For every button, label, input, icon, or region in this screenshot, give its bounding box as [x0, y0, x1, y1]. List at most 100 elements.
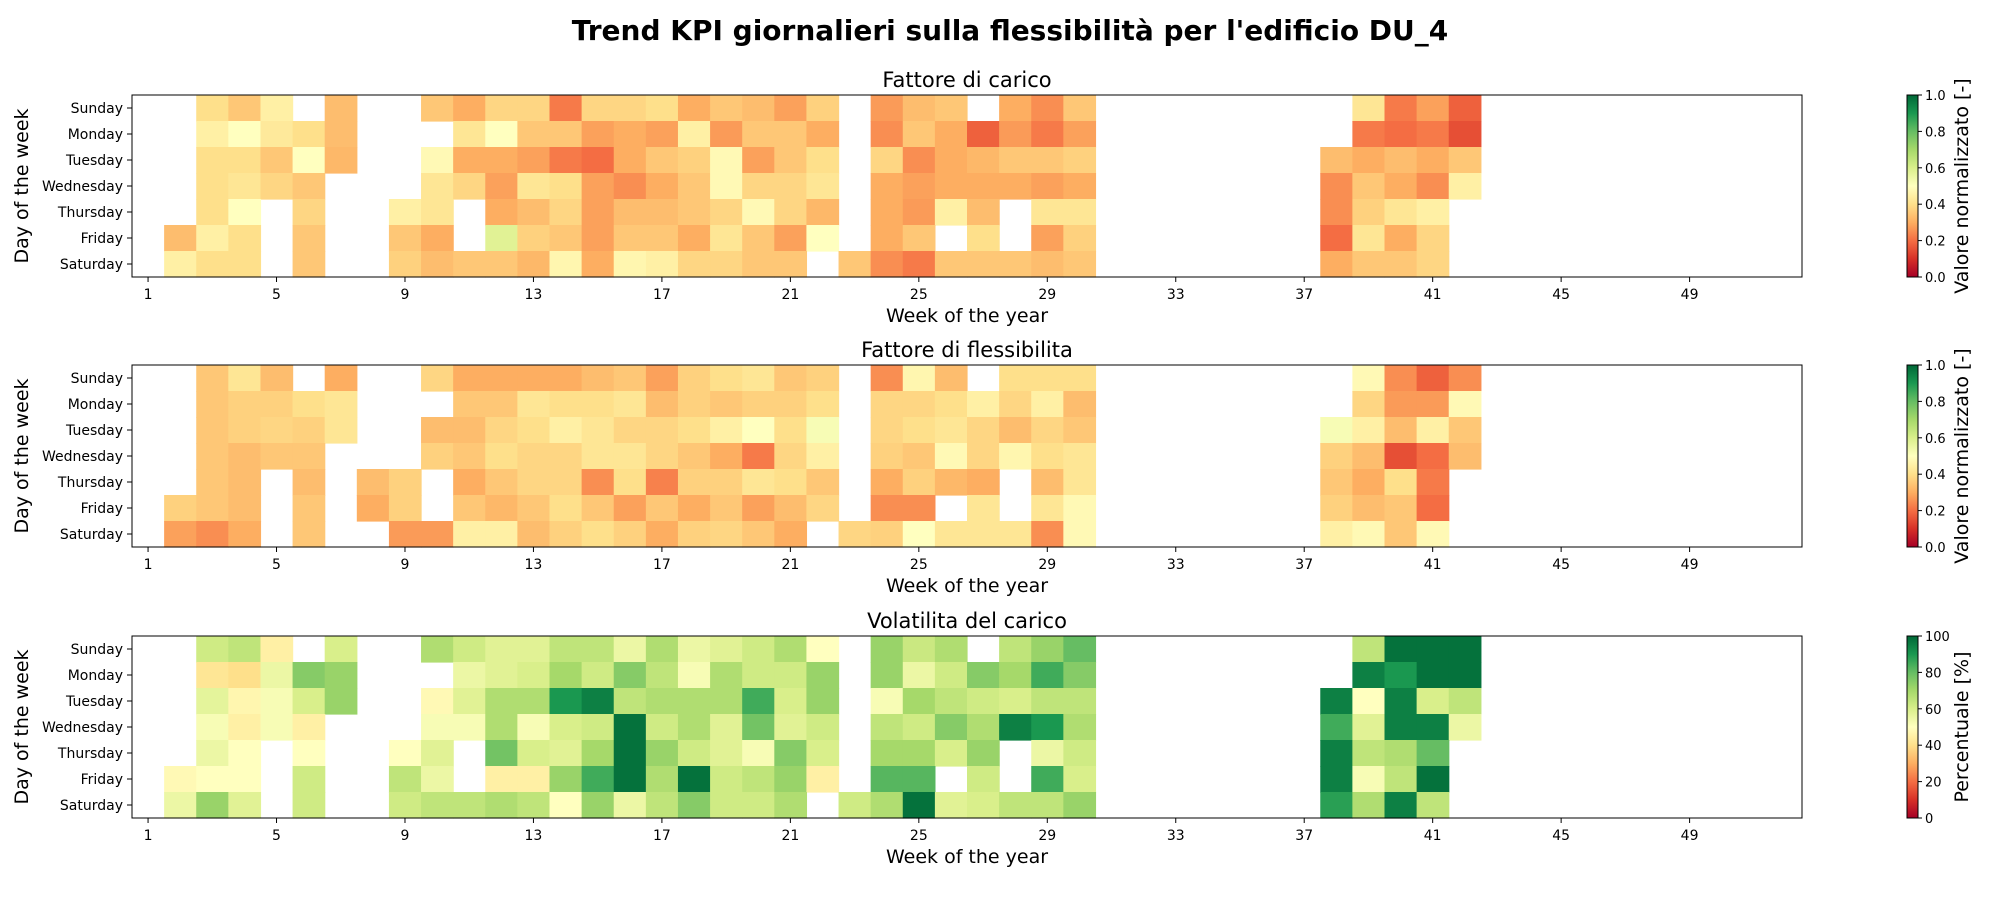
heatmap-cell — [421, 251, 454, 278]
heatmap-cell — [1063, 251, 1097, 278]
heatmap-cell — [581, 95, 615, 122]
heatmap-cell — [517, 469, 551, 496]
heatmap-cell — [1031, 225, 1064, 252]
heatmap-cell — [196, 365, 229, 392]
heatmap-cell — [292, 121, 326, 148]
colorbar-tick-label: 40 — [1925, 739, 1942, 754]
heatmap-cell — [902, 792, 936, 819]
heatmap-cell — [613, 391, 647, 418]
heatmap-cell — [421, 443, 454, 470]
heatmap-cell — [902, 173, 936, 200]
heatmap-cell — [677, 225, 711, 252]
x-axis-label: Week of the year — [886, 305, 1048, 327]
heatmap-cell — [742, 469, 775, 496]
heatmap-cell — [1384, 173, 1418, 200]
heatmap-cell — [324, 391, 358, 418]
heatmap-cell — [645, 225, 679, 252]
heatmap-cell — [549, 365, 583, 392]
heatmap-cell — [260, 121, 294, 148]
heatmap-cell — [1384, 251, 1418, 278]
heatmap-cell — [453, 792, 486, 819]
heatmap-cell — [1416, 251, 1450, 278]
heatmap-cell — [645, 443, 679, 470]
heatmap-cell — [613, 495, 647, 522]
heatmap-cell — [388, 251, 422, 278]
heatmap-cell — [677, 199, 711, 226]
heatmap-cell — [774, 365, 808, 392]
heatmap-cell — [645, 495, 679, 522]
heatmap-cell — [1320, 173, 1353, 200]
heatmap-cell — [260, 391, 294, 418]
heatmap-cell — [934, 443, 968, 470]
heatmap-cell — [1031, 199, 1064, 226]
heatmap-cell — [999, 121, 1032, 148]
heatmap-cell — [677, 443, 711, 470]
heatmap-cell — [806, 714, 840, 741]
heatmap-cell — [517, 714, 551, 741]
heatmap-cell — [421, 199, 454, 226]
x-tick-label: 9 — [401, 287, 410, 303]
heatmap-panel: Volatilita del carico Sunday Monday Tuesday… — [11, 609, 1973, 868]
heatmap-cell — [196, 95, 229, 122]
x-tick-label: 5 — [272, 287, 281, 303]
heatmap-cell — [806, 662, 840, 689]
heatmap-cell — [164, 521, 197, 548]
heatmap-cell — [902, 121, 936, 148]
heatmap-cell — [196, 740, 229, 767]
colorbar-tick-label: 0.2 — [1925, 235, 1946, 250]
heatmap-cell — [1031, 636, 1064, 663]
heatmap-cell — [581, 714, 615, 741]
y-tick-label: Thursday — [57, 475, 123, 491]
heatmap-cell — [453, 688, 486, 715]
heatmap-cell — [967, 469, 1000, 496]
heatmap-cell — [1320, 417, 1353, 444]
heatmap-cell — [356, 469, 390, 496]
heatmap-cell — [613, 199, 647, 226]
colorbar-label: Percentuale [%] — [1951, 651, 1973, 802]
heatmap-cell — [710, 147, 743, 174]
heatmap-cell — [1384, 147, 1418, 174]
heatmap-cell — [1384, 662, 1418, 689]
heatmap-cell — [517, 391, 551, 418]
heatmap-cell — [388, 766, 422, 793]
colorbar-tick-label: 0.8 — [1925, 395, 1946, 410]
heatmap-cell — [774, 443, 808, 470]
heatmap-cell — [934, 688, 968, 715]
heatmap-cell — [517, 521, 551, 548]
y-tick-label: Sunday — [71, 642, 123, 658]
heatmap-cell — [1384, 443, 1418, 470]
colorbar-tick-label: 0.8 — [1925, 125, 1946, 140]
heatmap-cell — [228, 417, 262, 444]
heatmap-cell — [388, 792, 422, 819]
heatmap-cell — [1031, 121, 1064, 148]
heatmap-cell — [1320, 443, 1353, 470]
heatmap-cell — [645, 714, 679, 741]
heatmap-cell — [1416, 521, 1450, 548]
heatmap-cell — [485, 766, 518, 793]
heatmap-cell — [517, 225, 551, 252]
heatmap-cell — [613, 740, 647, 767]
y-tick-label: Wednesday — [42, 179, 123, 195]
heatmap-cell — [485, 225, 518, 252]
heatmap-cell — [774, 495, 808, 522]
heatmap-cell — [1320, 766, 1353, 793]
heatmap-cell — [1320, 251, 1353, 278]
heatmap-cell — [677, 173, 711, 200]
heatmap-cell — [870, 251, 904, 278]
heatmap-cell — [292, 740, 326, 767]
heatmap-cell — [934, 251, 968, 278]
x-tick-label: 17 — [653, 828, 671, 844]
heatmap-cell — [1063, 766, 1097, 793]
heatmap-cell — [1352, 443, 1386, 470]
y-tick-label: Tuesday — [65, 423, 123, 439]
heatmap-cell — [710, 792, 743, 819]
heatmap-cell — [1031, 740, 1064, 767]
heatmap-cell — [838, 251, 872, 278]
colorbar-tick-label: 0.0 — [1925, 271, 1946, 286]
heatmap-cell — [902, 714, 936, 741]
heatmap-cell — [421, 365, 454, 392]
heatmap-cell — [710, 95, 743, 122]
x-tick-label: 45 — [1552, 557, 1570, 573]
heatmap-cell — [742, 740, 775, 767]
heatmap-cell — [1063, 95, 1097, 122]
